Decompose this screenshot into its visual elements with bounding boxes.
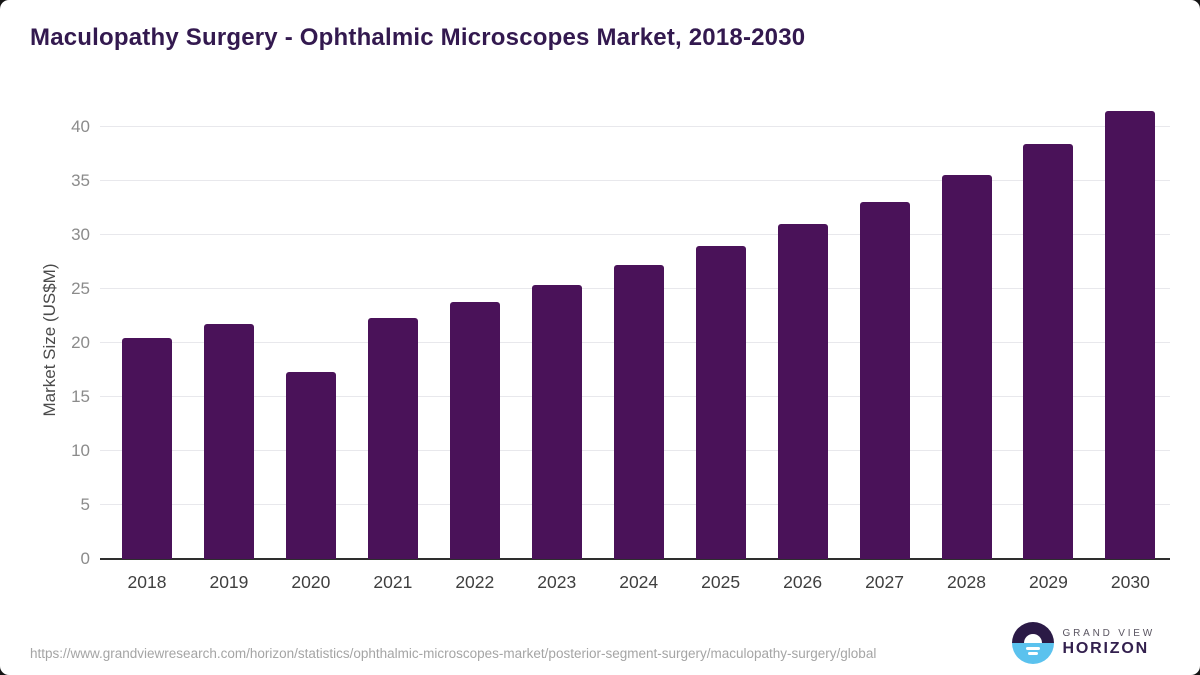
brand-wordmark: GRAND VIEW HORIZON — [1063, 628, 1155, 658]
bar-2026 — [777, 224, 828, 559]
bar-2021 — [367, 318, 418, 559]
bar-2018 — [122, 337, 172, 559]
x-tick-label: 2024 — [619, 572, 659, 592]
x-tick-label: 2020 — [291, 572, 331, 592]
y-tick-label: 10 — [71, 441, 90, 461]
bar-2024 — [613, 265, 664, 559]
x-axis-line — [100, 558, 1170, 560]
source-url: https://www.grandviewresearch.com/horizo… — [30, 646, 877, 661]
bar-2022 — [449, 302, 500, 559]
brand-name-top: GRAND VIEW — [1062, 628, 1155, 639]
bar-2019 — [203, 323, 254, 559]
y-tick-label: 25 — [71, 279, 90, 299]
y-tick-label: 20 — [71, 333, 90, 353]
y-tick-label: 15 — [71, 387, 90, 407]
logo-reflection-line-1 — [1025, 647, 1040, 650]
gridline — [100, 126, 1170, 128]
logo-sun-shape — [1023, 634, 1042, 643]
bar-2027 — [859, 201, 910, 559]
x-tick-label: 2023 — [537, 572, 577, 592]
plot-area: 0 5 10 15 20 25 30 35 40 2018 2019 2020 2021 2022 2023… — [71, 99, 1170, 592]
gridline — [100, 180, 1170, 182]
x-tick-label: 2029 — [1028, 572, 1068, 592]
x-tick-label: 2018 — [127, 572, 167, 592]
y-tick-label: 40 — [71, 117, 90, 137]
bar-2020 — [285, 372, 336, 559]
y-tick-label: 35 — [71, 171, 90, 191]
brand-logo: GRAND VIEW HORIZON — [1011, 622, 1155, 664]
y-tick-label: 0 — [80, 549, 90, 568]
bar-2023 — [531, 284, 582, 559]
logo-reflection-line-2 — [1027, 652, 1038, 655]
x-tick-label: 2026 — [783, 572, 823, 592]
x-tick-label: 2028 — [947, 572, 986, 592]
chart-title: Maculopathy Surgery - Ophthalmic Microsc… — [30, 24, 806, 51]
brand-name-bottom: HORIZON — [1062, 640, 1149, 657]
gridline — [100, 234, 1170, 236]
bar-2025 — [695, 245, 746, 559]
y-tick-label: 30 — [71, 225, 90, 245]
bar-2029 — [1023, 144, 1074, 559]
x-tick-label: 2021 — [373, 572, 413, 592]
horizon-sun-icon — [1011, 622, 1054, 664]
x-tick-label: 2022 — [455, 572, 495, 592]
logo-sky-half — [1011, 622, 1054, 643]
bar-2028 — [941, 174, 992, 559]
x-tick-label: 2027 — [865, 572, 905, 592]
x-tick-label: 2025 — [701, 572, 741, 592]
bar-2030 — [1105, 110, 1156, 559]
x-tick-label: 2019 — [209, 572, 249, 592]
y-tick-label: 5 — [80, 495, 90, 515]
x-tick-label: 2030 — [1110, 572, 1150, 592]
